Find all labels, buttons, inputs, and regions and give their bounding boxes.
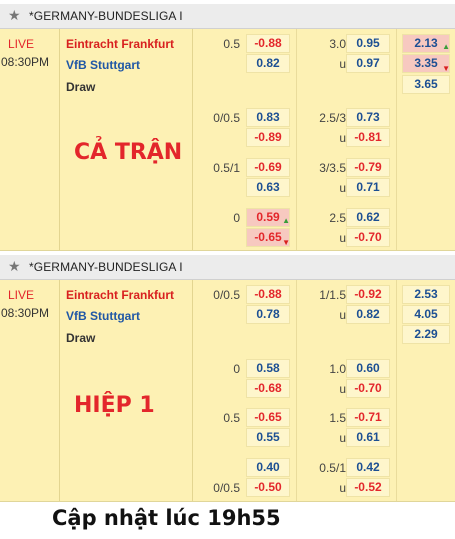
under-label: u <box>339 131 346 145</box>
over-odds[interactable]: 0.73 <box>346 108 390 127</box>
arrow-up-icon: ▲ <box>442 42 450 51</box>
away-team[interactable]: VfB Stuttgart <box>66 309 140 323</box>
total-line: 1/1.5 <box>319 288 346 302</box>
under-odds[interactable]: 0.61 <box>346 428 390 447</box>
handicap-line: 0 <box>233 211 240 225</box>
handicap-home-odds[interactable]: 0.40 <box>246 458 290 477</box>
draw-label: Draw <box>66 331 96 345</box>
under-odds[interactable]: -0.52 <box>346 478 390 497</box>
handicap-home-odds[interactable]: -0.88 <box>246 285 290 304</box>
live-status: LIVE <box>7 37 34 51</box>
update-time-caption: Cập nhật lúc 19h55 <box>52 506 281 530</box>
kickoff-time: 08:30PM <box>0 306 50 320</box>
match-panel-firsthalf: LIVE 08:30PM Eintracht Frankfurt VfB Stu… <box>0 280 455 502</box>
handicap-line: 0/0.5 <box>213 288 240 302</box>
league-name: *GERMANY-BUNDESLIGA I <box>29 9 183 23</box>
handicap-home-odds[interactable]: 0.83 <box>246 108 290 127</box>
total-line: 0.5/1 <box>319 461 346 475</box>
live-status: LIVE <box>7 288 34 302</box>
under-odds[interactable]: -0.70 <box>346 379 390 398</box>
total-line: 2.5 <box>329 211 346 225</box>
over-odds[interactable]: 0.60 <box>346 359 390 378</box>
1x2-away-odds[interactable]: 4.05 <box>402 305 450 324</box>
under-label: u <box>339 431 346 445</box>
match-panel-fulltime: LIVE 08:30PM Eintracht Frankfurt VfB Stu… <box>0 29 455 251</box>
under-label: u <box>339 181 346 195</box>
over-odds[interactable]: -0.71 <box>346 408 390 427</box>
under-label: u <box>339 481 346 495</box>
under-odds[interactable]: -0.81 <box>346 128 390 147</box>
teams-column: Eintracht Frankfurt VfB Stuttgart Draw H… <box>60 280 193 501</box>
under-label: u <box>339 308 346 322</box>
period-title: CẢ TRẬN <box>74 140 183 165</box>
over-odds[interactable]: 0.62 <box>346 208 390 227</box>
handicap-away-odds[interactable]: 0.78 <box>246 305 290 324</box>
handicap-line: 0 <box>233 362 240 376</box>
away-team[interactable]: VfB Stuttgart <box>66 58 140 72</box>
league-header[interactable]: ★ *GERMANY-BUNDESLIGA I <box>0 4 455 29</box>
handicap-away-odds[interactable]: 0.82 <box>246 54 290 73</box>
star-icon[interactable]: ★ <box>8 258 21 274</box>
kickoff-time: 08:30PM <box>0 55 50 69</box>
1x2-draw-odds[interactable]: 2.29 <box>402 325 450 344</box>
draw-label: Draw <box>66 80 96 94</box>
handicap-away-odds[interactable]: 0.63 <box>246 178 290 197</box>
home-team[interactable]: Eintracht Frankfurt <box>66 288 175 302</box>
under-odds[interactable]: 0.82 <box>346 305 390 324</box>
1x2-draw-odds[interactable]: 3.65 <box>402 75 450 94</box>
handicap-line: 0.5 <box>223 37 240 51</box>
handicap-away-odds[interactable]: 0.55 <box>246 428 290 447</box>
star-icon[interactable]: ★ <box>8 7 21 23</box>
total-line: 3/3.5 <box>319 161 346 175</box>
under-odds[interactable]: 0.97 <box>346 54 390 73</box>
handicap-home-odds[interactable]: -0.65 <box>246 408 290 427</box>
period-title: HIỆP 1 <box>74 393 155 418</box>
odds-value: 3.35 <box>414 56 438 70</box>
total-line: 3.0 <box>329 37 346 51</box>
handicap-away-odds[interactable]: -0.89 <box>246 128 290 147</box>
under-label: u <box>339 231 346 245</box>
home-team[interactable]: Eintracht Frankfurt <box>66 37 175 51</box>
league-name: *GERMANY-BUNDESLIGA I <box>29 260 183 274</box>
total-line: 2.5/3 <box>319 111 346 125</box>
total-line: 1.5 <box>329 411 346 425</box>
over-odds[interactable]: -0.92 <box>346 285 390 304</box>
time-column: LIVE 08:30PM <box>0 280 60 501</box>
total-line: 1.0 <box>329 362 346 376</box>
handicap-line: 0/0.5 <box>213 111 240 125</box>
over-odds[interactable]: 0.42 <box>346 458 390 477</box>
handicap-home-odds[interactable]: 0.59 ▲ <box>246 208 290 227</box>
under-label: u <box>339 382 346 396</box>
1x2-home-odds[interactable]: 2.53 <box>402 285 450 304</box>
odds-value: 2.13 <box>414 36 438 50</box>
time-column: LIVE 08:30PM <box>0 29 60 250</box>
handicap-home-odds[interactable]: -0.88 <box>246 34 290 53</box>
handicap-home-odds[interactable]: 0.58 <box>246 359 290 378</box>
arrow-up-icon: ▲ <box>282 216 290 225</box>
handicap-away-odds[interactable]: -0.68 <box>246 379 290 398</box>
1x2-home-odds[interactable]: 2.13 ▲ <box>402 34 450 53</box>
handicap-line: 0.5 <box>223 411 240 425</box>
under-label: u <box>339 57 346 71</box>
under-odds[interactable]: 0.71 <box>346 178 390 197</box>
1x2-away-odds[interactable]: 3.35 ▼ <box>402 54 450 73</box>
over-odds[interactable]: -0.79 <box>346 158 390 177</box>
handicap-line: 0.5/1 <box>213 161 240 175</box>
handicap-away-odds[interactable]: -0.65 ▼ <box>246 228 290 247</box>
arrow-down-icon: ▼ <box>282 238 290 247</box>
league-header[interactable]: ★ *GERMANY-BUNDESLIGA I <box>0 255 455 280</box>
over-odds[interactable]: 0.95 <box>346 34 390 53</box>
odds-value: -0.65 <box>254 230 282 244</box>
handicap-home-odds[interactable]: -0.69 <box>246 158 290 177</box>
under-odds[interactable]: -0.70 <box>346 228 390 247</box>
handicap-away-odds[interactable]: -0.50 <box>246 478 290 497</box>
arrow-down-icon: ▼ <box>442 64 450 73</box>
handicap-line: 0/0.5 <box>213 481 240 495</box>
odds-value: 0.59 <box>256 210 280 224</box>
teams-column: Eintracht Frankfurt VfB Stuttgart Draw C… <box>60 29 193 250</box>
